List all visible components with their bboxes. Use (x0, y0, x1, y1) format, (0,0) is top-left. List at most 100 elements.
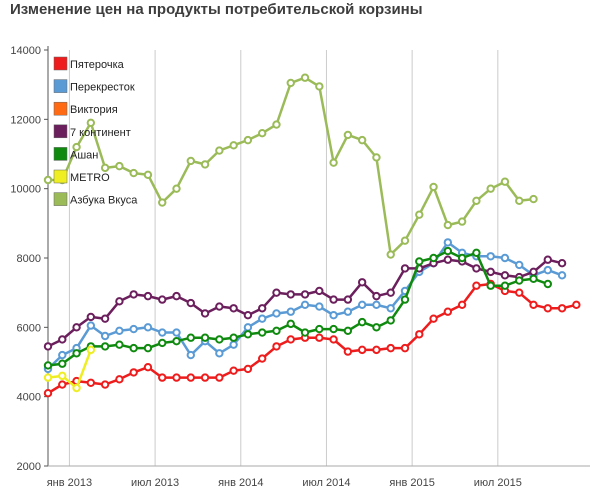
data-point (43, 361, 53, 370)
data-point (86, 378, 96, 387)
data-point (58, 335, 67, 344)
y-tick-label: 14000 (10, 45, 41, 57)
data-point (357, 278, 367, 287)
data-point (186, 298, 196, 308)
legend: Пятерочка Перекресток Виктория 7 континент А… (53, 56, 138, 207)
data-point (243, 135, 253, 145)
data-point (557, 271, 567, 280)
data-point (115, 297, 124, 306)
data-point (343, 307, 353, 316)
data-point (372, 291, 381, 301)
data-point (429, 253, 438, 263)
legend-swatch (53, 101, 68, 116)
data-point (86, 312, 96, 322)
data-point (400, 264, 410, 273)
data-point (343, 130, 353, 140)
data-point (43, 389, 53, 398)
data-point (286, 307, 295, 316)
data-point (43, 342, 53, 351)
data-point (200, 309, 210, 318)
data-point (172, 184, 181, 193)
data-point (186, 350, 196, 360)
data-point (158, 373, 167, 382)
data-point (86, 345, 96, 355)
data-point (472, 281, 481, 290)
data-point (443, 238, 453, 247)
chart-title: Изменение цен на продукты потребительско… (10, 1, 423, 18)
data-point (343, 295, 353, 304)
data-point (272, 342, 281, 351)
data-point (315, 324, 324, 334)
data-point (543, 255, 552, 264)
data-point (357, 345, 367, 355)
data-point (243, 364, 253, 374)
legend-label: Перекресток (70, 82, 135, 94)
data-point (529, 274, 538, 283)
data-point (543, 265, 552, 275)
data-point (372, 345, 381, 355)
legend-label: METRO (70, 172, 110, 184)
data-point (386, 288, 395, 297)
data-point (58, 359, 67, 368)
data-point (315, 302, 324, 311)
data-point (272, 288, 281, 297)
data-point (258, 328, 267, 337)
data-point (286, 290, 295, 299)
data-point (300, 290, 310, 299)
data-point (457, 300, 467, 309)
x-tick-label: янв 2013 (47, 477, 92, 489)
data-point (143, 170, 153, 180)
data-point (72, 142, 81, 152)
data-point (200, 333, 210, 342)
data-point (272, 326, 281, 335)
data-point (300, 328, 310, 337)
data-point (186, 156, 196, 166)
data-point (443, 307, 453, 316)
data-point (486, 267, 495, 277)
data-point (343, 326, 353, 335)
series-group (43, 73, 538, 259)
data-point (115, 375, 124, 384)
data-point (443, 220, 453, 230)
data-point (100, 331, 110, 341)
data-point (186, 333, 196, 342)
data-point (143, 363, 153, 372)
data-point (100, 380, 110, 389)
data-point (343, 347, 353, 356)
data-point (72, 349, 81, 358)
data-point (472, 196, 481, 206)
data-point (215, 335, 224, 344)
data-point (115, 161, 124, 171)
data-point (486, 281, 495, 290)
data-point (286, 335, 295, 344)
y-tick-label: 4000 (17, 392, 41, 404)
y-tick-label: 8000 (17, 253, 41, 265)
y-tick-label: 10000 (10, 184, 41, 196)
data-point (457, 253, 467, 263)
data-point (315, 82, 324, 91)
data-point (300, 73, 310, 82)
series-line (47, 282, 577, 395)
data-point (400, 236, 410, 245)
data-point (158, 328, 167, 337)
data-point (172, 337, 181, 346)
data-point (100, 342, 110, 351)
data-point (258, 304, 267, 313)
series-group (43, 238, 567, 374)
data-point (286, 78, 295, 88)
data-point (572, 300, 581, 309)
data-point (229, 333, 238, 342)
data-point (215, 302, 224, 311)
legend-swatch (53, 124, 68, 139)
data-point (215, 146, 224, 155)
data-point (129, 343, 138, 353)
series-line (47, 349, 92, 390)
data-point (186, 373, 196, 382)
legend-label: Ашан (70, 149, 98, 161)
data-point (100, 314, 110, 323)
data-point (357, 135, 367, 145)
data-point (129, 324, 138, 334)
data-point (100, 163, 110, 173)
x-tick-label: июл 2015 (474, 477, 522, 489)
